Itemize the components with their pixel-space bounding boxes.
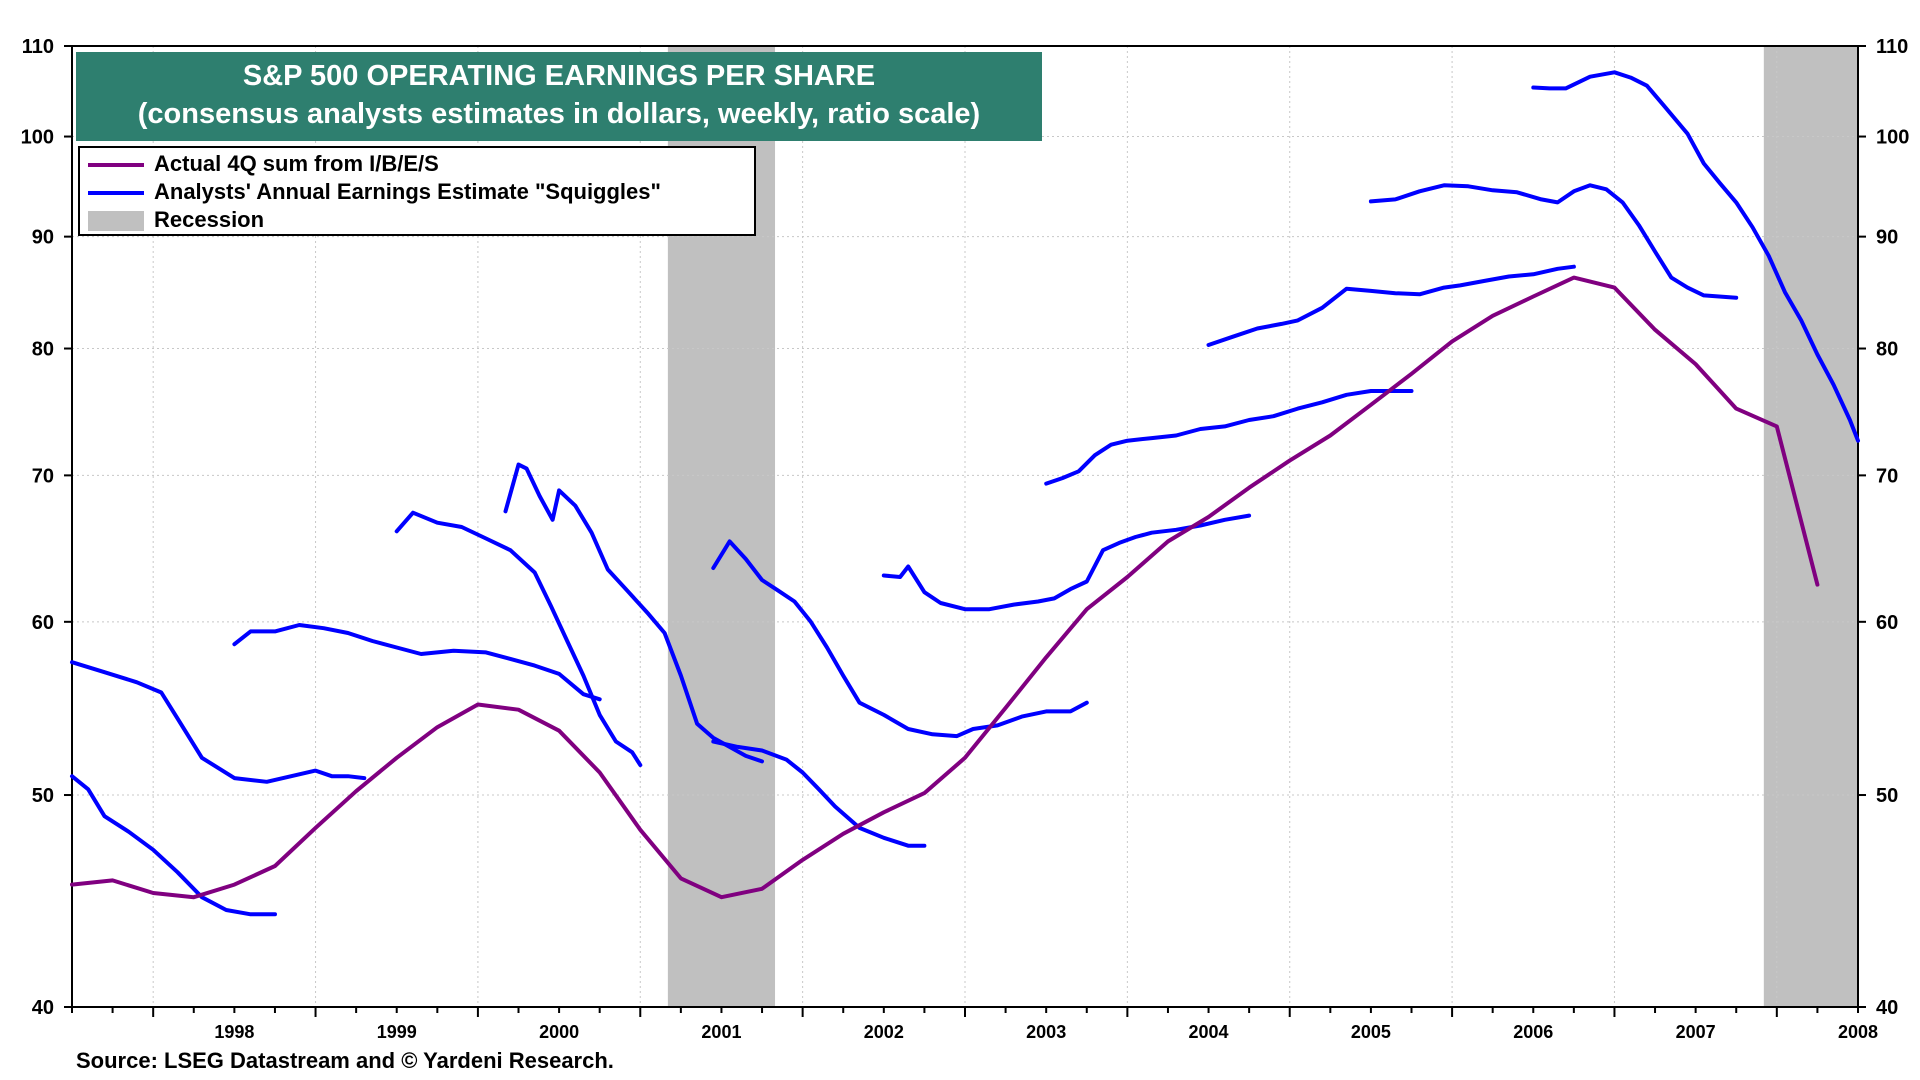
x-tick-label: 1998: [214, 1022, 254, 1042]
x-tick-label: 2004: [1189, 1022, 1229, 1042]
chart-subtitle: (consensus analysts estimates in dollars…: [137, 98, 981, 130]
x-tick-label: 2005: [1351, 1022, 1391, 1042]
chart-title: S&P 500 OPERATING EARNINGS PER SHARE: [242, 60, 876, 92]
y-tick-label-right: 70: [1876, 465, 1898, 487]
x-tick-label: 2003: [1026, 1022, 1066, 1042]
x-tick-label: 2000: [539, 1022, 579, 1042]
y-tick-label-left: 50: [32, 785, 54, 807]
legend-swatch-actual: [88, 163, 144, 168]
x-tick-label: 2006: [1513, 1022, 1553, 1042]
legend-item-recession: Recession: [88, 207, 264, 233]
squiggle-line-1: [70, 660, 367, 784]
actual-line: [70, 275, 1820, 900]
legend-item-actual: Actual 4Q sum from I/B/E/S: [88, 151, 439, 177]
squiggle-line-4: [394, 510, 643, 768]
x-tick-label: 2002: [864, 1022, 904, 1042]
y-tick-label-left: 80: [32, 339, 54, 361]
chart-title-box: S&P 500 OPERATING EARNINGS PER SHARE (co…: [76, 52, 1042, 141]
squiggle-line-12: [1531, 70, 1860, 443]
squiggle-line-7: [711, 739, 927, 848]
y-tick-label-left: 100: [21, 127, 54, 149]
y-tick-label-left: 60: [32, 612, 54, 634]
squiggle-line-11: [1368, 183, 1739, 300]
legend-label-actual: Actual 4Q sum from I/B/E/S: [154, 151, 439, 176]
legend-label-recession: Recession: [154, 207, 265, 232]
grid: [72, 45, 1858, 1008]
y-axis-right: 40 50 60 70 80 90 100 110: [1858, 36, 1909, 1019]
y-tick-label-right: 110: [1876, 36, 1908, 58]
squiggle-line-10: [1206, 264, 1576, 347]
x-tick-label: 2001: [701, 1022, 741, 1042]
legend-item-squiggles: Analysts' Annual Earnings Estimate "Squi…: [88, 179, 661, 205]
x-tick-label: 1999: [377, 1022, 417, 1042]
recession-bands: [667, 46, 1858, 1007]
x-tick-label: 2008: [1838, 1022, 1878, 1042]
y-tick-label-right: 40: [1876, 997, 1898, 1019]
squiggle-series: [70, 70, 1860, 917]
squiggle-line-5: [503, 462, 764, 764]
legend: Actual 4Q sum from I/B/E/S Analysts' Ann…: [78, 146, 756, 236]
squiggle-line-3: [232, 623, 602, 702]
y-tick-label-left: 40: [32, 997, 54, 1019]
squiggle-line-8: [881, 513, 1252, 612]
y-tick-label-right: 90: [1876, 227, 1898, 249]
squiggle-line-9: [1044, 389, 1414, 486]
actual-series: [70, 275, 1820, 900]
y-tick-label-right: 60: [1876, 612, 1898, 634]
legend-swatch-squiggles: [88, 191, 144, 196]
y-tick-label-right: 80: [1876, 339, 1898, 361]
x-tick-label: 2007: [1676, 1022, 1716, 1042]
recession-band-2: [1763, 46, 1858, 1007]
source-note: Source: LSEG Datastream and © Yardeni Re…: [76, 1048, 614, 1073]
squiggle-line-2: [70, 774, 277, 917]
legend-swatch-recession: [88, 211, 144, 232]
y-tick-label-right: 50: [1876, 785, 1898, 807]
x-axis: 1998 1999 2000 2001 2002 2003 2004 2005 2006 2007…: [71, 1007, 1878, 1042]
y-tick-label-left: 90: [32, 227, 54, 249]
legend-label-squiggles: Analysts' Annual Earnings Estimate "Squi…: [154, 179, 661, 204]
y-tick-label-right: 100: [1876, 127, 1909, 149]
y-tick-label-left: 110: [22, 36, 54, 58]
y-axis-left: 40 50 60 70 80 90 100 110: [21, 36, 72, 1019]
y-tick-label-left: 70: [32, 465, 54, 487]
squiggle-line-6: [711, 539, 1089, 739]
